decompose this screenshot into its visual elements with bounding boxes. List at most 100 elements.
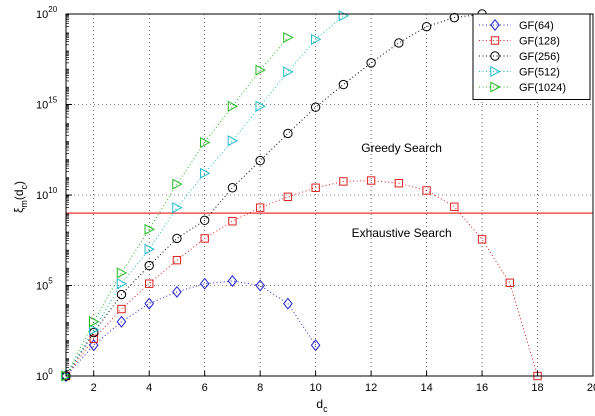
series-line-gf-64 xyxy=(66,280,317,376)
data-point-gf-512 xyxy=(283,66,294,78)
x-tick-label: 20 xyxy=(587,382,595,394)
y-axis-label-tail-sub: c xyxy=(19,184,29,189)
x-tick-label: 2 xyxy=(91,382,97,394)
legend-marker-gf-64 xyxy=(490,19,500,31)
y-axis-label-tail: (d xyxy=(12,189,26,200)
y-tick-label: 1010 xyxy=(36,186,58,202)
data-point-gf-128 xyxy=(366,176,376,185)
annotation-label: Exhaustive Search xyxy=(352,226,452,240)
data-point-gf-512 xyxy=(255,100,266,112)
data-point-gf-512 xyxy=(227,135,239,147)
legend-label-gf-256: GF(256) xyxy=(519,51,560,63)
x-tick-label: 12 xyxy=(365,382,377,394)
x-tick-label: 16 xyxy=(476,382,488,394)
data-point-gf-256 xyxy=(227,183,238,193)
data-point-gf-128 xyxy=(283,192,293,202)
data-point-gf-256 xyxy=(283,128,293,139)
y-axis-label-sub: m xyxy=(19,200,29,208)
data-point-gf-128 xyxy=(505,278,514,287)
series-line-gf-128 xyxy=(66,180,539,376)
data-point-gf-64 xyxy=(172,285,182,298)
data-point-gf-256 xyxy=(255,155,265,166)
legend-marker-gf-512 xyxy=(490,65,501,78)
data-point-gf-128 xyxy=(89,334,98,344)
annotations: Greedy Search Exhaustive Search xyxy=(352,141,452,240)
data-point-gf-128 xyxy=(145,279,154,288)
x-axis-label: dc xyxy=(316,397,328,414)
x-axis-ticks: 2 4 6 8 10 12 14 16 18 20 xyxy=(91,371,595,394)
series-lines xyxy=(66,14,539,376)
y-tick-label: 105 xyxy=(36,277,53,293)
data-point-gf-512 xyxy=(172,202,183,214)
data-point-gf-1024 xyxy=(116,267,128,279)
x-tick-label: 10 xyxy=(310,382,322,394)
legend-marker-gf-256 xyxy=(490,51,500,61)
data-point-gf-128 xyxy=(117,304,126,314)
series-line-gf-256 xyxy=(66,14,483,376)
data-point-gf-128 xyxy=(422,186,431,195)
legend-marker-gf-1024 xyxy=(490,81,501,93)
y-axis-label-main: ξ xyxy=(12,207,26,213)
data-point-gf-1024 xyxy=(89,316,100,328)
data-point-gf-1024 xyxy=(255,64,266,76)
legend-marker-gf-128 xyxy=(490,36,500,45)
data-point-gf-256 xyxy=(199,215,210,226)
data-point-gf-128 xyxy=(450,202,459,211)
data-point-gf-128 xyxy=(394,179,404,188)
data-point-gf-64 xyxy=(88,339,99,352)
legend-box xyxy=(472,13,591,100)
data-point-gf-128 xyxy=(477,235,487,244)
data-point-gf-128 xyxy=(172,255,182,265)
data-point-gf-512 xyxy=(310,33,322,45)
data-point-gf-64 xyxy=(227,274,238,287)
series-markers xyxy=(61,9,542,382)
x-tick-label: 14 xyxy=(420,382,432,394)
data-point-gf-512 xyxy=(199,167,211,179)
data-point-gf-512 xyxy=(144,243,155,255)
data-point-gf-256 xyxy=(366,58,376,68)
legend-label-gf-128: GF(128) xyxy=(519,36,560,48)
data-point-gf-64 xyxy=(144,297,155,310)
data-point-gf-256 xyxy=(172,233,182,244)
y-axis-ticks: 100 105 1010 1015 1020 xyxy=(36,5,72,383)
data-point-gf-64 xyxy=(61,370,71,382)
y-tick-label: 1015 xyxy=(36,96,58,112)
y-axis-label-close: ) xyxy=(12,181,26,185)
legend-label-gf-512: GF(512) xyxy=(519,67,560,79)
data-point-gf-64 xyxy=(310,339,321,352)
x-tick-label: 6 xyxy=(202,382,208,394)
data-point-gf-64 xyxy=(199,277,210,290)
data-point-gf-1024 xyxy=(172,178,183,190)
data-point-gf-1024 xyxy=(283,32,294,44)
data-point-gf-256 xyxy=(338,79,349,90)
x-axis-label-sub: c xyxy=(323,404,328,414)
data-point-gf-128 xyxy=(339,177,348,186)
legend-label-gf-64: GF(64) xyxy=(519,20,554,32)
data-point-gf-128 xyxy=(311,183,320,192)
data-point-gf-1024 xyxy=(199,136,211,149)
y-axis-label: ξm(dc) xyxy=(12,181,29,213)
data-point-gf-64 xyxy=(116,315,127,328)
legend-label-gf-1024: GF(1024) xyxy=(519,82,566,94)
series-line-gf-512 xyxy=(66,15,344,376)
data-point-gf-512 xyxy=(116,278,128,290)
data-point-gf-512 xyxy=(89,324,100,336)
data-point-gf-128 xyxy=(200,234,209,243)
data-point-gf-256 xyxy=(310,102,321,112)
series-line-gf-1024 xyxy=(66,37,289,376)
data-point-gf-256 xyxy=(116,289,127,300)
annotation-label: Greedy Search xyxy=(361,141,442,155)
x-tick-label: 18 xyxy=(531,382,543,394)
data-point-gf-64 xyxy=(283,297,293,310)
data-point-gf-64 xyxy=(255,279,266,292)
x-tick-label: 8 xyxy=(257,382,263,394)
x-tick-label: 4 xyxy=(146,382,152,394)
legend: GF(64) GF(128) GF(256) GF(512) GF(1024) xyxy=(472,13,591,100)
data-point-gf-1024 xyxy=(144,223,155,235)
data-point-gf-256 xyxy=(449,12,460,23)
data-point-gf-512 xyxy=(338,10,350,22)
data-point-gf-256 xyxy=(394,38,404,48)
data-point-gf-256 xyxy=(144,260,154,271)
y-tick-label: 1020 xyxy=(36,5,58,21)
